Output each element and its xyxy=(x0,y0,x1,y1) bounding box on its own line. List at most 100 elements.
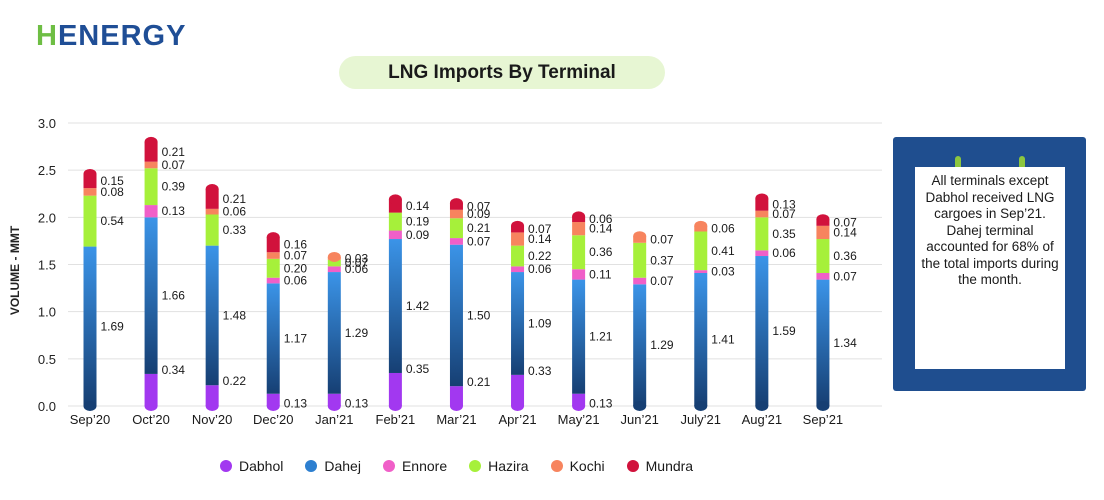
data-label-kochi: 0.14 xyxy=(528,232,552,246)
bar-segment-hazira xyxy=(755,217,769,251)
bar-segment-dahej xyxy=(327,272,341,394)
y-axis-label: VOLUME - MMT xyxy=(8,225,22,315)
data-label-mundra: 0.07 xyxy=(833,216,857,230)
legend-label-ennore: Ennore xyxy=(401,458,448,474)
bar-cap-bottom xyxy=(633,401,647,411)
data-label-ennore: 0.11 xyxy=(589,267,612,281)
bar-cap-bottom xyxy=(511,401,525,411)
x-tick-label: Aug’21 xyxy=(742,412,782,427)
y-tick-label: 1.5 xyxy=(38,258,56,273)
bar-segment-hazira xyxy=(511,245,525,267)
bar-cap-top xyxy=(83,168,97,179)
bar-segment-dahej xyxy=(388,239,402,373)
data-label-dabhol: 0.21 xyxy=(467,375,491,389)
data-label-dahej: 1.69 xyxy=(101,319,125,333)
bar-segment-ennore xyxy=(633,277,647,285)
data-label-hazira: 0.36 xyxy=(833,249,857,263)
bar-segment-kochi xyxy=(816,225,830,240)
legend-swatch-dabhol xyxy=(220,460,232,472)
data-label-kochi: 0.07 xyxy=(162,158,186,172)
chart-legend: Dabhol Dahej Ennore Hazira Kochi Mundra xyxy=(220,458,693,474)
bar-segment-kochi xyxy=(572,222,586,236)
x-tick-label: Dec’20 xyxy=(253,412,293,427)
brand-logo: HENERGY xyxy=(36,22,186,51)
logo-text: ENERGY xyxy=(57,20,187,52)
bar-segment-dabhol xyxy=(144,373,158,406)
data-label-dabhol: 0.34 xyxy=(162,363,186,377)
data-label-hazira: 0.33 xyxy=(223,223,247,237)
bar-segment-dahej xyxy=(83,246,97,406)
data-label-ennore: 0.03 xyxy=(711,265,735,279)
bar-segment-dahej xyxy=(205,245,219,386)
data-label-ennore: 0.13 xyxy=(162,204,186,218)
bar-segment-dabhol xyxy=(511,374,525,406)
data-label-mundra: 0.21 xyxy=(162,145,186,159)
legend-label-kochi: Kochi xyxy=(569,458,605,474)
legend-label-mundra: Mundra xyxy=(645,458,694,474)
note-paper xyxy=(915,167,1065,369)
y-tick-label: 2.5 xyxy=(38,163,56,178)
bar-segment-hazira xyxy=(816,239,830,273)
data-label-mundra: 0.14 xyxy=(406,199,430,213)
bar-segment-kochi xyxy=(449,209,463,219)
data-label-hazira: 0.37 xyxy=(650,253,674,267)
data-label-ennore: 0.06 xyxy=(528,262,552,276)
data-label-hazira: 0.36 xyxy=(589,245,613,259)
bar-cap-bottom xyxy=(266,401,280,411)
data-label-dabhol: 0.33 xyxy=(528,364,552,378)
bar-cap-top xyxy=(755,193,769,204)
bar-segment-dabhol xyxy=(205,385,219,406)
bar-segment-dahej xyxy=(144,217,158,374)
bar-segment-ennore xyxy=(266,277,280,284)
data-label-dabhol: 0.35 xyxy=(406,362,430,376)
bar-segment-ennore xyxy=(388,230,402,240)
bar-cap-top xyxy=(449,198,463,209)
bar-segment-hazira xyxy=(144,168,158,206)
x-tick-label: July’21 xyxy=(681,412,721,427)
bar-segment-hazira xyxy=(83,195,97,247)
bar-segment-dahej xyxy=(816,279,830,406)
bar-cap-top xyxy=(144,136,158,147)
bar-cap-bottom xyxy=(388,401,402,411)
data-label-mundra: 0.13 xyxy=(772,198,796,212)
data-label-kochi: 0.09 xyxy=(467,207,491,221)
bar-segment-dahej xyxy=(572,279,586,394)
bar-segment-mundra xyxy=(205,189,219,209)
legend-item-dahej: Dahej xyxy=(305,458,361,474)
bar-cap-top xyxy=(633,231,647,242)
data-label-hazira: 0.54 xyxy=(101,214,125,228)
bar-segment-dahej xyxy=(694,272,708,406)
bar-segment-dahej xyxy=(633,284,647,406)
data-label-ennore: 0.07 xyxy=(833,269,857,283)
x-tick-label: Oct’20 xyxy=(132,412,170,427)
data-label-dahej: 1.59 xyxy=(772,324,796,338)
data-label-ennore: 0.06 xyxy=(772,246,796,260)
bar-cap-top xyxy=(694,220,708,231)
data-label-dahej: 1.34 xyxy=(833,336,857,350)
data-label-dabhol: 0.13 xyxy=(589,397,613,411)
note-card: All terminals except Dabhol received LNG… xyxy=(893,137,1086,391)
data-label-hazira: 0.19 xyxy=(406,215,430,229)
bar-segment-ennore xyxy=(511,266,525,273)
legend-swatch-hazira xyxy=(469,460,482,472)
bar-segment-kochi xyxy=(83,188,97,196)
x-tick-label: Feb’21 xyxy=(376,412,416,427)
data-label-kochi: 0.07 xyxy=(650,233,674,247)
data-label-kochi: 0.06 xyxy=(711,222,735,236)
bar-segment-ennore xyxy=(572,269,586,280)
data-label-dahej: 1.29 xyxy=(650,338,674,352)
legend-item-kochi: Kochi xyxy=(550,458,605,474)
bar-segment-hazira xyxy=(633,242,647,278)
data-label-dahej: 1.50 xyxy=(467,308,491,322)
x-tick-label: Jan’21 xyxy=(315,412,353,427)
y-tick-label: 1.0 xyxy=(38,305,56,320)
data-label-dabhol: 0.13 xyxy=(284,397,308,411)
legend-item-mundra: Mundra xyxy=(626,458,694,474)
bar-segment-hazira xyxy=(327,259,341,267)
y-tick-label: 2.0 xyxy=(38,210,56,225)
bar-segment-kochi xyxy=(144,161,158,169)
bar-segment-mundra xyxy=(144,141,158,162)
bar-segment-hazira xyxy=(449,218,463,239)
bar-cap-bottom xyxy=(144,401,158,411)
bar-segment-hazira xyxy=(694,231,708,271)
